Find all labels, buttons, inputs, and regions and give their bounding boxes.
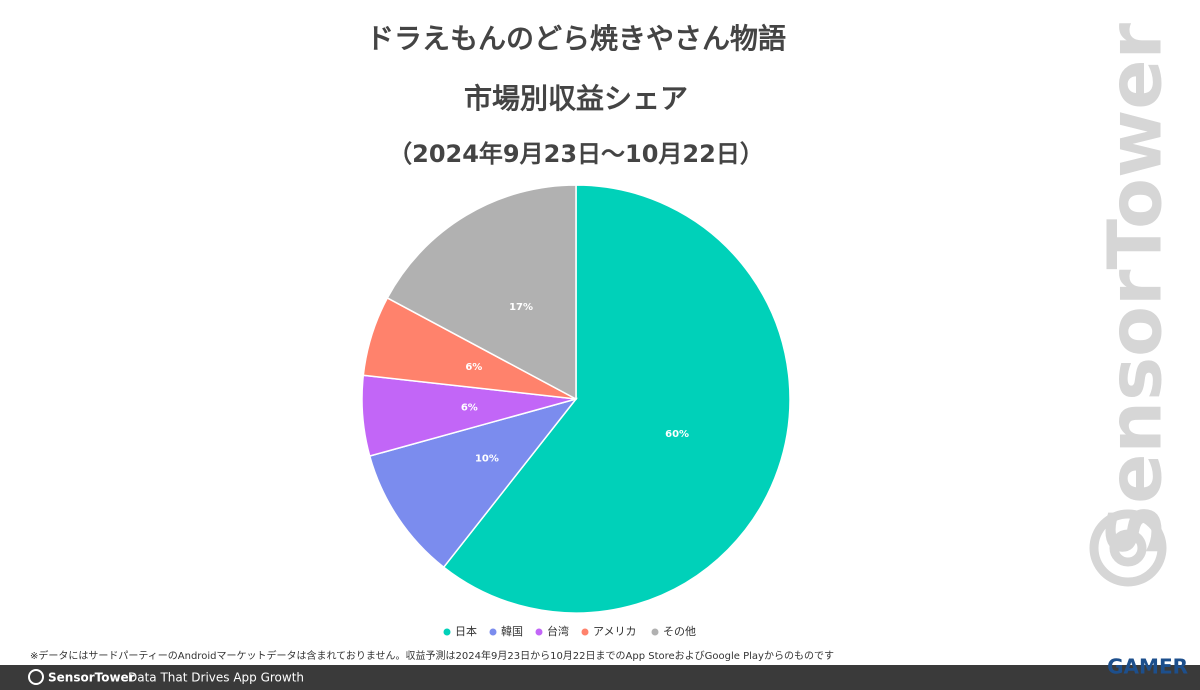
data-label: 10%: [475, 453, 499, 464]
chart-subtitle: 市場別収益シェア: [464, 82, 688, 115]
pie: 60% 10% 6% 6% 17%: [361, 184, 791, 614]
legend-swatch: [443, 628, 451, 636]
legend-label: 韓国: [501, 625, 523, 638]
pie-slice: [368, 397, 579, 569]
legend-label: その他: [663, 625, 696, 638]
data-label: 17%: [509, 302, 533, 313]
logo: GAMER: [1107, 655, 1188, 679]
footer-tagline: Data That Drives App Growth: [128, 671, 304, 685]
footer-bar: [0, 665, 1200, 690]
pie-slice: [386, 184, 577, 401]
data-label: 6%: [465, 362, 482, 373]
legend-label: 台湾: [547, 624, 569, 638]
data-label: 6%: [461, 402, 478, 413]
footer-brand: SensorTower: [48, 671, 135, 685]
legend-label: 日本: [455, 624, 477, 638]
watermark-logo: [1089, 509, 1167, 587]
watermark: SensorTower: [1093, 22, 1179, 557]
footnote: ※データにはサードパーティーのAndroidマーケットデータは含まれておりません…: [30, 649, 834, 662]
legend: 日本 韓国 台湾 アメリカ その他: [443, 624, 696, 638]
legend-swatch: [535, 628, 543, 636]
pie-slice: [442, 184, 791, 614]
footer-logo: [28, 669, 44, 685]
chart-period: （2024年9月23日〜10月22日）: [388, 140, 764, 168]
legend-swatch: [651, 628, 659, 636]
legend-swatch: [581, 628, 589, 636]
legend-swatch: [489, 628, 497, 636]
data-label: 60%: [665, 429, 689, 440]
legend-label: アメリカ: [593, 625, 636, 638]
chart-title: ドラえもんのどら焼きやさん物語: [366, 22, 786, 55]
